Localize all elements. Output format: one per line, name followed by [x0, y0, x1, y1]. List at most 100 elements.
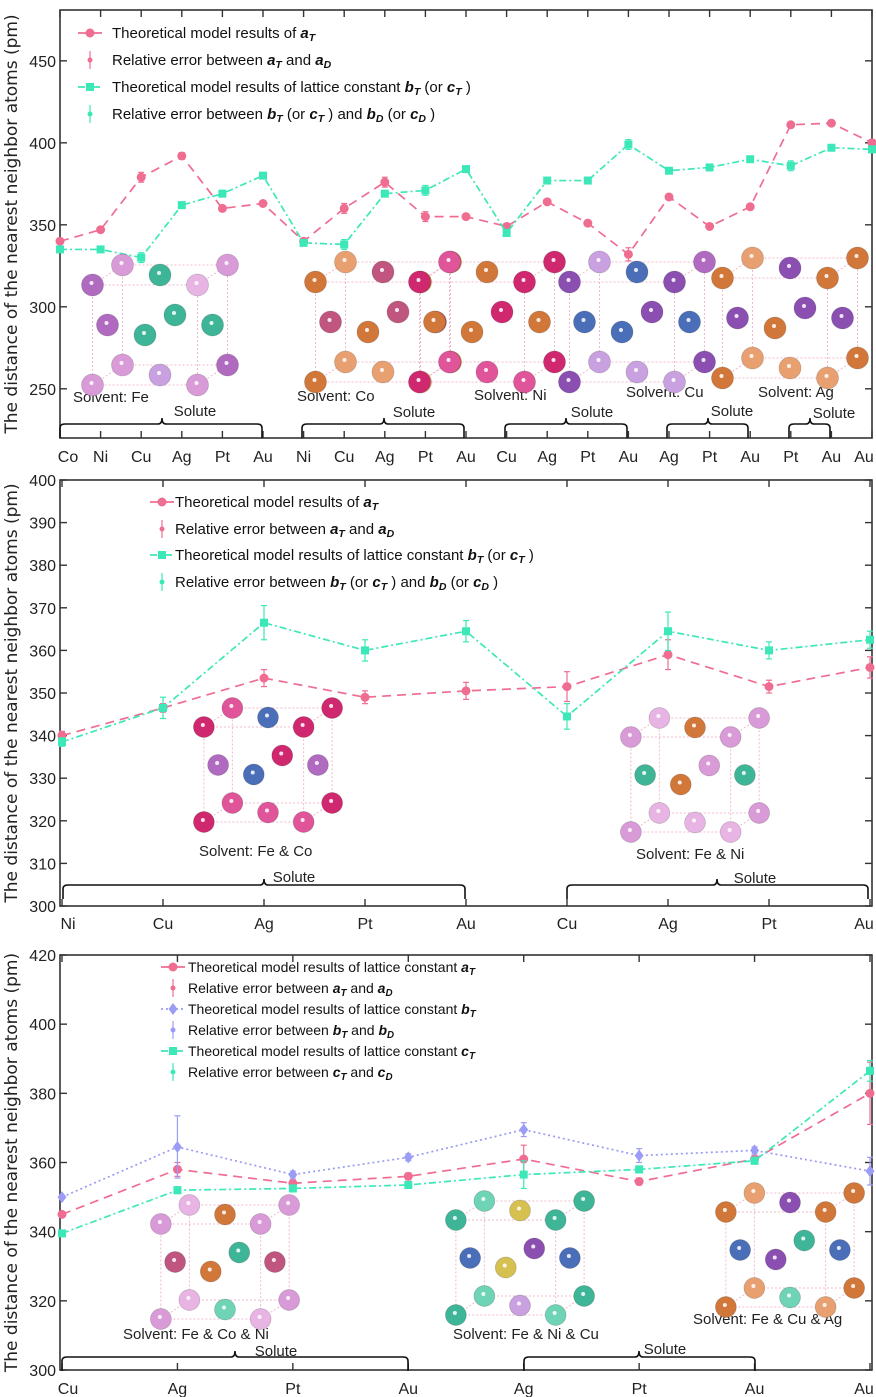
atom-sphere [249, 1308, 272, 1330]
atom-highlight [200, 723, 205, 727]
atom-sphere [445, 1209, 467, 1231]
atom-sphere [186, 273, 209, 297]
x-tick-label: Pt [632, 1381, 648, 1397]
y-tick-label: 300 [29, 1363, 56, 1380]
atom-highlight [772, 324, 776, 328]
atom-highlight [627, 733, 632, 737]
atom-highlight [104, 321, 109, 325]
legend-text-part: c [333, 1064, 341, 1080]
data-point [583, 218, 593, 228]
x-tick-label: Ni [60, 916, 75, 933]
legend-text-part: c [473, 574, 482, 591]
y-tick-label: 400 [29, 136, 56, 153]
legend-text-part: D [387, 1030, 394, 1041]
data-point [746, 155, 755, 164]
legend-text-part: T [372, 501, 380, 513]
atom-highlight [172, 1258, 177, 1262]
legend-text-part: T [309, 32, 317, 44]
legend-text-part: ) and [387, 574, 430, 591]
data-point [177, 201, 186, 210]
legend-entry: Relative error between bT and bD [188, 1022, 394, 1041]
atom-sphere [523, 1237, 546, 1260]
atom-highlight [656, 714, 661, 718]
series-a-T [55, 118, 876, 262]
atom-highlight [634, 368, 638, 372]
atom-sphere [620, 821, 642, 843]
solute-label: Solute [711, 403, 754, 420]
series-line [61, 1128, 871, 1198]
atom-sphere [748, 802, 770, 824]
data-point [259, 673, 269, 683]
atom-highlight [89, 381, 94, 385]
crystal-structure-ag [711, 246, 869, 390]
data-point [705, 221, 715, 231]
atom-sphere [678, 310, 701, 334]
y-tick-label: 420 [29, 948, 56, 965]
atom-sphere [304, 370, 327, 394]
legend-text-part: b [461, 1001, 470, 1017]
atom-highlight [481, 1292, 486, 1296]
atom-sphere [438, 350, 461, 374]
data-point [664, 627, 672, 636]
atom-highlight [839, 314, 844, 318]
atom-highlight [634, 268, 638, 272]
legend-text-part: (or [446, 574, 473, 591]
legend-marker [157, 497, 167, 507]
crystal-structure-feconi [150, 1194, 300, 1330]
atom-sphere [743, 1182, 766, 1204]
legend-entry: Relative error between bT (or cT ) and b… [112, 106, 435, 125]
atom-sphere [816, 266, 839, 290]
legend-text-part: T [275, 59, 283, 71]
legend-text-part: Theoretical model results of lattice con… [188, 959, 461, 975]
atom-sphere [793, 1229, 816, 1252]
legend-text-part: T [318, 113, 326, 125]
y-tick-label: 300 [29, 899, 56, 916]
data-point [664, 192, 674, 202]
crystal-structure-feco [193, 697, 343, 833]
solvent-label: Solvent: Fe & Ni & Cu [453, 1326, 599, 1343]
atom-sphere [475, 360, 499, 384]
data-point [403, 1151, 413, 1164]
series-c-T [58, 1059, 874, 1238]
data-point [461, 212, 471, 222]
atom-sphere [829, 1239, 851, 1261]
y-tick-label: 320 [29, 814, 56, 831]
legend-text-part: T [341, 988, 348, 999]
data-point [55, 236, 65, 246]
atom-sphere [843, 1277, 865, 1299]
atom-sphere [490, 300, 514, 324]
y-tick-label: 380 [29, 1086, 56, 1103]
legend-text-part: b [378, 1022, 387, 1038]
atom-highlight [642, 771, 647, 775]
legend-text-part: Theoretical model results of lattice con… [112, 79, 405, 96]
legend-text-part: (or [483, 547, 510, 564]
x-tick-label: Ag [514, 1381, 534, 1397]
atom-sphere [221, 792, 244, 814]
data-point [543, 176, 552, 185]
data-point [827, 143, 836, 152]
atom-highlight [851, 1189, 856, 1193]
legend-text-part: T [341, 1030, 348, 1041]
atom-sphere [843, 1182, 865, 1204]
legend-text-part: and [347, 1064, 378, 1080]
atom-sphere [558, 270, 581, 294]
legend-entry: Relative error between bT (or cT ) and b… [175, 574, 498, 593]
data-point [634, 1177, 644, 1187]
atom-sphere [408, 270, 431, 294]
legend-text-part: Theoretical model results of lattice con… [188, 1001, 461, 1017]
solute-label: Solute [273, 869, 316, 886]
crystal-structure-fecuag [715, 1182, 865, 1318]
legend-text-part: D [481, 581, 489, 593]
atom-sphere [386, 300, 410, 324]
solvent-label: Solvent: Fe & Co [199, 843, 312, 860]
atom-highlight [157, 1220, 162, 1224]
atom-highlight [365, 328, 369, 332]
atom-sphere [573, 1285, 595, 1307]
atom-sphere [475, 260, 499, 284]
atom-sphere [460, 320, 484, 344]
atom-highlight [416, 278, 421, 282]
atom-highlight [452, 1216, 457, 1220]
atom-sphere [588, 250, 611, 274]
atom-sphere [625, 260, 649, 284]
atom-sphere [133, 323, 157, 347]
